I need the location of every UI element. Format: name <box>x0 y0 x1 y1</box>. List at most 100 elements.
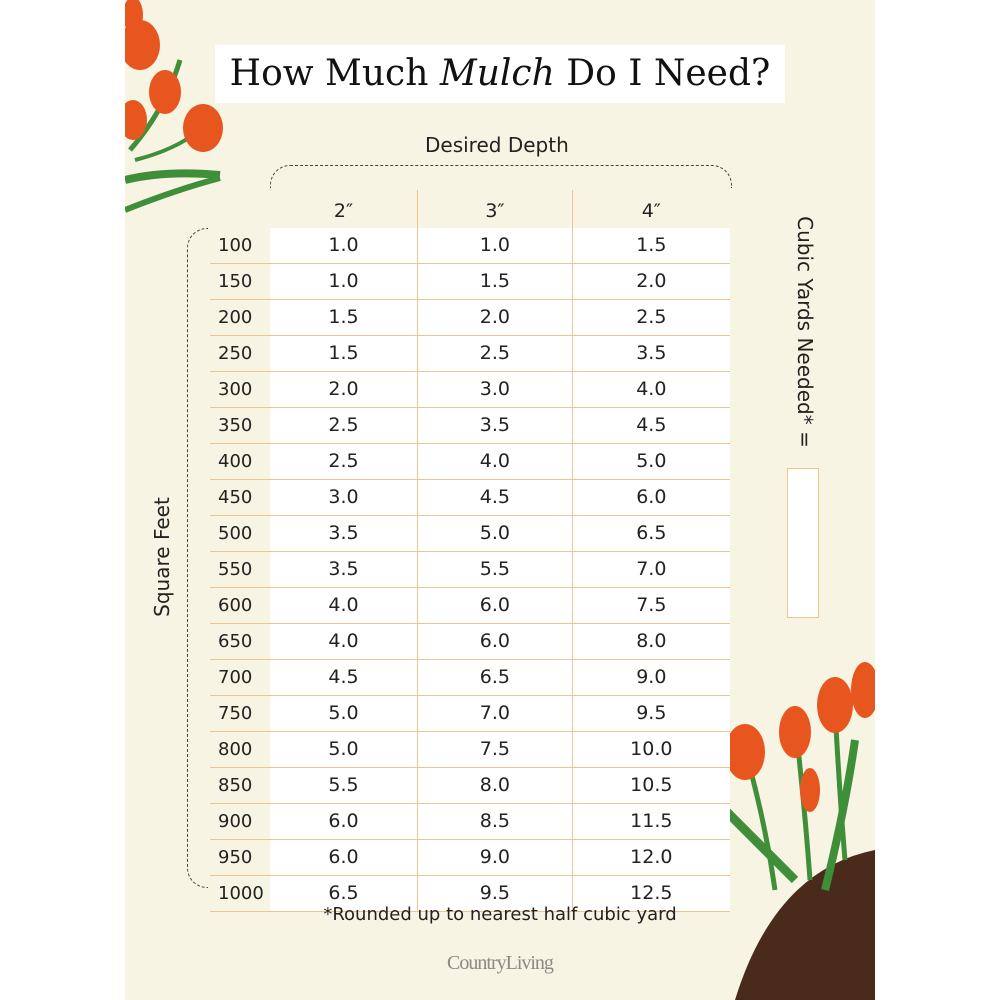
cubic-yards-cell: 6.0 <box>571 480 730 515</box>
square-feet-value: 200 <box>218 307 253 328</box>
cubic-yards-cell: 2.0 <box>417 300 572 335</box>
cubic-yards-cell: 4.0 <box>571 372 730 407</box>
cubic-yards-cell: 12.5 <box>571 876 730 911</box>
square-feet-value: 900 <box>218 811 253 832</box>
mulch-infographic: How Much Mulch Do I Need? Desired Depth … <box>125 0 875 1000</box>
square-feet-value: 950 <box>218 847 253 868</box>
cubic-yards-cell: 3.5 <box>269 552 418 587</box>
column-header: 4″ <box>571 190 730 228</box>
square-feet-value: 500 <box>218 523 253 544</box>
title-emphasis: Mulch <box>439 53 555 94</box>
table-header: 2″ 3″ 4″ <box>210 190 730 228</box>
cubic-yards-cell: 10.0 <box>571 732 730 767</box>
desired-depth-label: Desired Depth <box>425 133 569 157</box>
cubic-yards-cell: 6.5 <box>417 660 572 695</box>
table-row: 950 6.0 9.0 12.0 <box>210 840 730 876</box>
cubic-yards-cell: 6.0 <box>269 804 418 839</box>
cubic-yards-cell: 6.0 <box>269 840 418 875</box>
table-row: 850 5.5 8.0 10.5 <box>210 768 730 804</box>
cubic-yards-cell: 2.5 <box>269 444 418 479</box>
square-feet-value: 600 <box>218 595 253 616</box>
mulch-table: 2″ 3″ 4″ 100 1.0 1.0 1.5 150 1.0 1.5 2.0 200 1.5 2… <box>210 190 730 912</box>
square-feet-value: 450 <box>218 487 253 508</box>
cubic-yards-cell: 2.5 <box>571 300 730 335</box>
square-feet-value: 300 <box>218 379 253 400</box>
table-row: 800 5.0 7.5 10.0 <box>210 732 730 768</box>
square-feet-value: 350 <box>218 415 253 436</box>
title-text: How Much <box>229 53 440 94</box>
tulip-illustration-bottom-right <box>701 662 875 1000</box>
cubic-yards-cell: 1.5 <box>571 228 730 263</box>
square-feet-value: 150 <box>218 271 253 292</box>
cubic-yards-cell: 6.0 <box>417 624 572 659</box>
cubic-yards-cell: 5.0 <box>571 444 730 479</box>
square-feet-value: 400 <box>218 451 253 472</box>
cubic-yards-cell: 5.5 <box>417 552 572 587</box>
cubic-yards-cell: 1.0 <box>417 228 572 263</box>
cubic-yards-cell: 11.5 <box>571 804 730 839</box>
column-header: 3″ <box>417 190 571 228</box>
square-feet-label: Square Feet <box>150 497 174 617</box>
square-feet-value: 1000 <box>218 883 264 904</box>
cubic-yards-cell: 1.0 <box>269 228 418 263</box>
cubic-yards-cell: 10.5 <box>571 768 730 803</box>
cubic-yards-cell: 3.5 <box>571 336 730 371</box>
cubic-yards-cell: 9.0 <box>571 660 730 695</box>
cubic-yards-cell: 5.0 <box>269 696 418 731</box>
cubic-yards-cell: 7.0 <box>571 552 730 587</box>
country-living-logo: CountryLiving <box>447 952 554 974</box>
table-row: 350 2.5 3.5 4.5 <box>210 408 730 444</box>
table-row: 250 1.5 2.5 3.5 <box>210 336 730 372</box>
cubic-yards-cell: 9.5 <box>571 696 730 731</box>
column-header: 2″ <box>333 200 354 222</box>
tulip-illustration-top-left <box>125 0 223 213</box>
cubic-yards-cell: 2.5 <box>417 336 572 371</box>
cubic-yards-cell: 4.0 <box>269 588 418 623</box>
cubic-yards-cell: 6.0 <box>417 588 572 623</box>
title-text: Do I Need? <box>554 53 771 94</box>
cubic-yards-cell: 9.5 <box>417 876 572 911</box>
square-feet-value: 700 <box>218 667 253 688</box>
cubic-yards-label: Cubic Yards Needed* = <box>793 216 817 448</box>
cubic-yards-cell: 4.5 <box>269 660 418 695</box>
cubic-yards-cell: 2.5 <box>269 408 418 443</box>
cubic-yards-cell: 1.5 <box>269 300 418 335</box>
table-row: 650 4.0 6.0 8.0 <box>210 624 730 660</box>
table-row: 900 6.0 8.5 11.5 <box>210 804 730 840</box>
table-row: 500 3.5 5.0 6.5 <box>210 516 730 552</box>
answer-box <box>787 468 819 618</box>
square-feet-bracket <box>187 228 208 888</box>
table-row: 700 4.5 6.5 9.0 <box>210 660 730 696</box>
cubic-yards-cell: 7.5 <box>417 732 572 767</box>
cubic-yards-cell: 12.0 <box>571 840 730 875</box>
table-row: 450 3.0 4.5 6.0 <box>210 480 730 516</box>
cubic-yards-cell: 1.5 <box>269 336 418 371</box>
cubic-yards-cell: 8.0 <box>571 624 730 659</box>
page-title: How Much Mulch Do I Need? <box>215 45 785 103</box>
table-row: 600 4.0 6.0 7.5 <box>210 588 730 624</box>
cubic-yards-cell: 5.0 <box>417 516 572 551</box>
square-feet-value: 100 <box>218 235 253 256</box>
square-feet-value: 650 <box>218 631 253 652</box>
square-feet-value: 850 <box>218 775 253 796</box>
table-row: 1000 6.5 9.5 12.5 <box>210 876 730 912</box>
cubic-yards-cell: 4.0 <box>417 444 572 479</box>
cubic-yards-cell: 7.5 <box>571 588 730 623</box>
cubic-yards-cell: 3.0 <box>269 480 418 515</box>
cubic-yards-cell: 6.5 <box>269 876 418 911</box>
cubic-yards-cell: 8.5 <box>417 804 572 839</box>
cubic-yards-cell: 5.5 <box>269 768 418 803</box>
table-row: 200 1.5 2.0 2.5 <box>210 300 730 336</box>
table-row: 750 5.0 7.0 9.5 <box>210 696 730 732</box>
square-feet-value: 250 <box>218 343 253 364</box>
cubic-yards-cell: 5.0 <box>269 732 418 767</box>
cubic-yards-cell: 3.5 <box>269 516 418 551</box>
table-row: 150 1.0 1.5 2.0 <box>210 264 730 300</box>
cubic-yards-cell: 4.5 <box>571 408 730 443</box>
cubic-yards-cell: 2.0 <box>269 372 418 407</box>
square-feet-value: 750 <box>218 703 253 724</box>
cubic-yards-cell: 8.0 <box>417 768 572 803</box>
cubic-yards-cell: 1.0 <box>269 264 418 299</box>
footnote: *Rounded up to nearest half cubic yard <box>323 904 677 925</box>
cubic-yards-cell: 3.5 <box>417 408 572 443</box>
